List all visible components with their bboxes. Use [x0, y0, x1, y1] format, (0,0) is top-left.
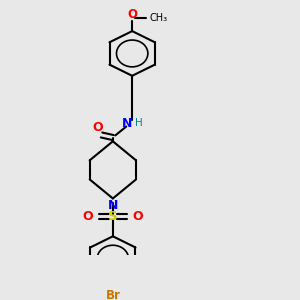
- Text: O: O: [92, 121, 103, 134]
- Text: S: S: [108, 210, 118, 223]
- Text: CH₃: CH₃: [149, 14, 167, 23]
- Text: O: O: [133, 210, 143, 223]
- Text: O: O: [82, 210, 93, 223]
- Text: N: N: [122, 117, 132, 130]
- Text: H: H: [135, 118, 142, 128]
- Text: N: N: [108, 199, 118, 212]
- Text: Br: Br: [105, 289, 120, 300]
- Text: O: O: [127, 8, 137, 21]
